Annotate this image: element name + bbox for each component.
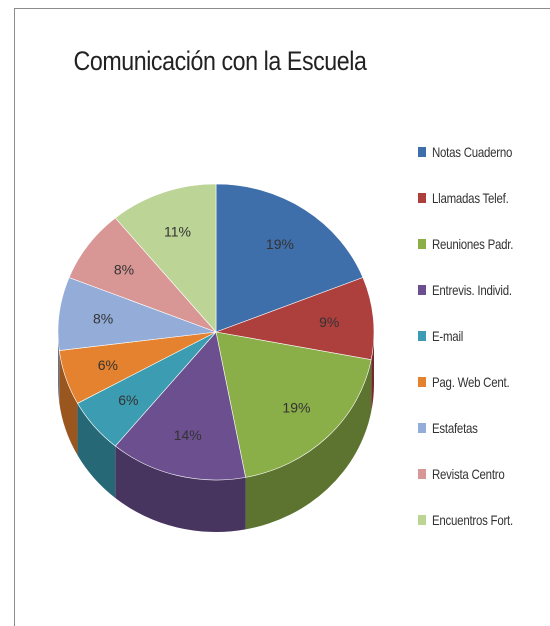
legend-swatch xyxy=(418,515,426,525)
pie-data-label-0: 19% xyxy=(266,236,294,252)
legend-item: Pag. Web Cent. xyxy=(418,372,526,392)
legend-swatch xyxy=(418,193,426,203)
pie-side-2 xyxy=(245,359,372,530)
pie-data-labels: 19% 9% 19% 14% 6% 6% 8% 8% 11% xyxy=(93,224,339,443)
legend-label: Revista Centro xyxy=(432,466,505,482)
pie-slice-3 xyxy=(114,331,246,481)
legend-label: Notas Cuaderno xyxy=(432,144,513,160)
legend-item: Llamadas Telef. xyxy=(418,188,525,208)
pie-slice-1 xyxy=(214,277,375,361)
legend-swatch xyxy=(418,147,426,157)
pie-slice-8 xyxy=(114,183,217,333)
legend-label: Entrevis. Individ. xyxy=(432,282,512,298)
legend-label: Pag. Web Cent. xyxy=(432,374,510,390)
pie-slice-2 xyxy=(215,331,372,478)
pie-data-label-5: 6% xyxy=(98,357,118,373)
legend-label: E-mail xyxy=(432,328,464,344)
pie-data-label-1: 9% xyxy=(319,314,339,330)
legend-label: Estafetas xyxy=(432,420,478,436)
legend-swatch xyxy=(418,377,426,387)
pie-side-1 xyxy=(371,332,374,412)
legend-swatch xyxy=(418,239,426,249)
legend-item: Encuentros Fort. xyxy=(418,510,531,530)
pie-data-label-4: 6% xyxy=(118,392,138,408)
chart-title: Comunicación con la Escuela xyxy=(73,46,367,76)
legend-item: Revista Centro xyxy=(418,464,520,484)
legend-swatch xyxy=(418,423,426,433)
pie-data-label-8: 11% xyxy=(164,224,191,240)
pie-side-5 xyxy=(59,350,78,456)
pie-data-label-6: 8% xyxy=(93,311,113,327)
pie-data-label-2: 19% xyxy=(282,399,310,415)
pie-slices xyxy=(57,183,375,481)
legend-swatch xyxy=(418,469,426,479)
legend-item: Estafetas xyxy=(418,418,488,438)
legend-label: Llamadas Telef. xyxy=(432,190,509,206)
legend-item: E-mail xyxy=(418,326,470,346)
legend-item: Notas Cuaderno xyxy=(418,142,530,162)
chart-frame xyxy=(14,8,550,626)
legend-item: Reuniones Padr. xyxy=(418,234,531,254)
pie-sides xyxy=(58,332,374,533)
legend-label: Encuentros Fort. xyxy=(432,512,513,528)
pie-slice-0 xyxy=(215,183,364,333)
pie-data-label-3: 14% xyxy=(174,427,202,443)
pie-side-3 xyxy=(115,446,246,533)
pie-data-label-7: 8% xyxy=(114,261,134,277)
legend-label: Reuniones Padr. xyxy=(432,236,514,252)
legend-item: Entrevis. Individ. xyxy=(418,280,529,300)
pie-side-4 xyxy=(77,403,116,499)
legend-swatch xyxy=(418,285,426,295)
legend-swatch xyxy=(418,331,426,341)
